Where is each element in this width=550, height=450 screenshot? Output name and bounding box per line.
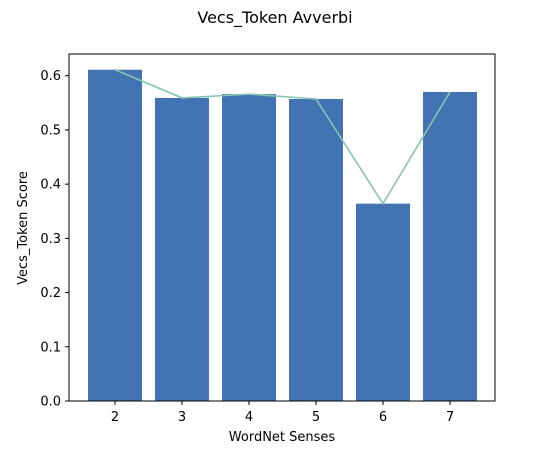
bar	[222, 94, 276, 401]
x-tick-label: 5	[312, 410, 320, 425]
x-axis: 2 3 4 5 6 7	[111, 401, 454, 425]
x-axis-label: WordNet Senses	[229, 430, 336, 445]
bar	[356, 203, 410, 401]
bar	[155, 97, 209, 402]
chart-title: Vecs_Token Avverbi	[197, 8, 352, 28]
y-tick-label: 0.4	[40, 178, 61, 193]
x-tick-label: 6	[379, 410, 387, 425]
trend-line	[114, 68, 451, 206]
x-tick-label: 4	[245, 410, 253, 425]
bar	[423, 91, 477, 401]
y-tick-label: 0.2	[40, 286, 61, 301]
y-axis: 0.0 0.1 0.2 0.3 0.4 0.5 0.6	[40, 69, 69, 410]
y-tick-label: 0.3	[40, 232, 61, 247]
bars-group	[88, 69, 477, 402]
x-tick-label: 3	[178, 410, 186, 425]
y-tick-label: 0.1	[40, 340, 61, 355]
bar	[289, 99, 343, 402]
y-tick-label: 0.0	[40, 395, 61, 410]
y-axis-label: Vecs_Token Score	[16, 171, 31, 285]
y-tick-label: 0.5	[40, 123, 61, 138]
y-tick-label: 0.6	[40, 69, 61, 84]
x-tick-label: 7	[446, 410, 454, 425]
bar	[88, 69, 142, 401]
x-tick-label: 2	[111, 410, 119, 425]
trend-line-group	[114, 68, 451, 206]
plot-frame	[68, 53, 496, 402]
